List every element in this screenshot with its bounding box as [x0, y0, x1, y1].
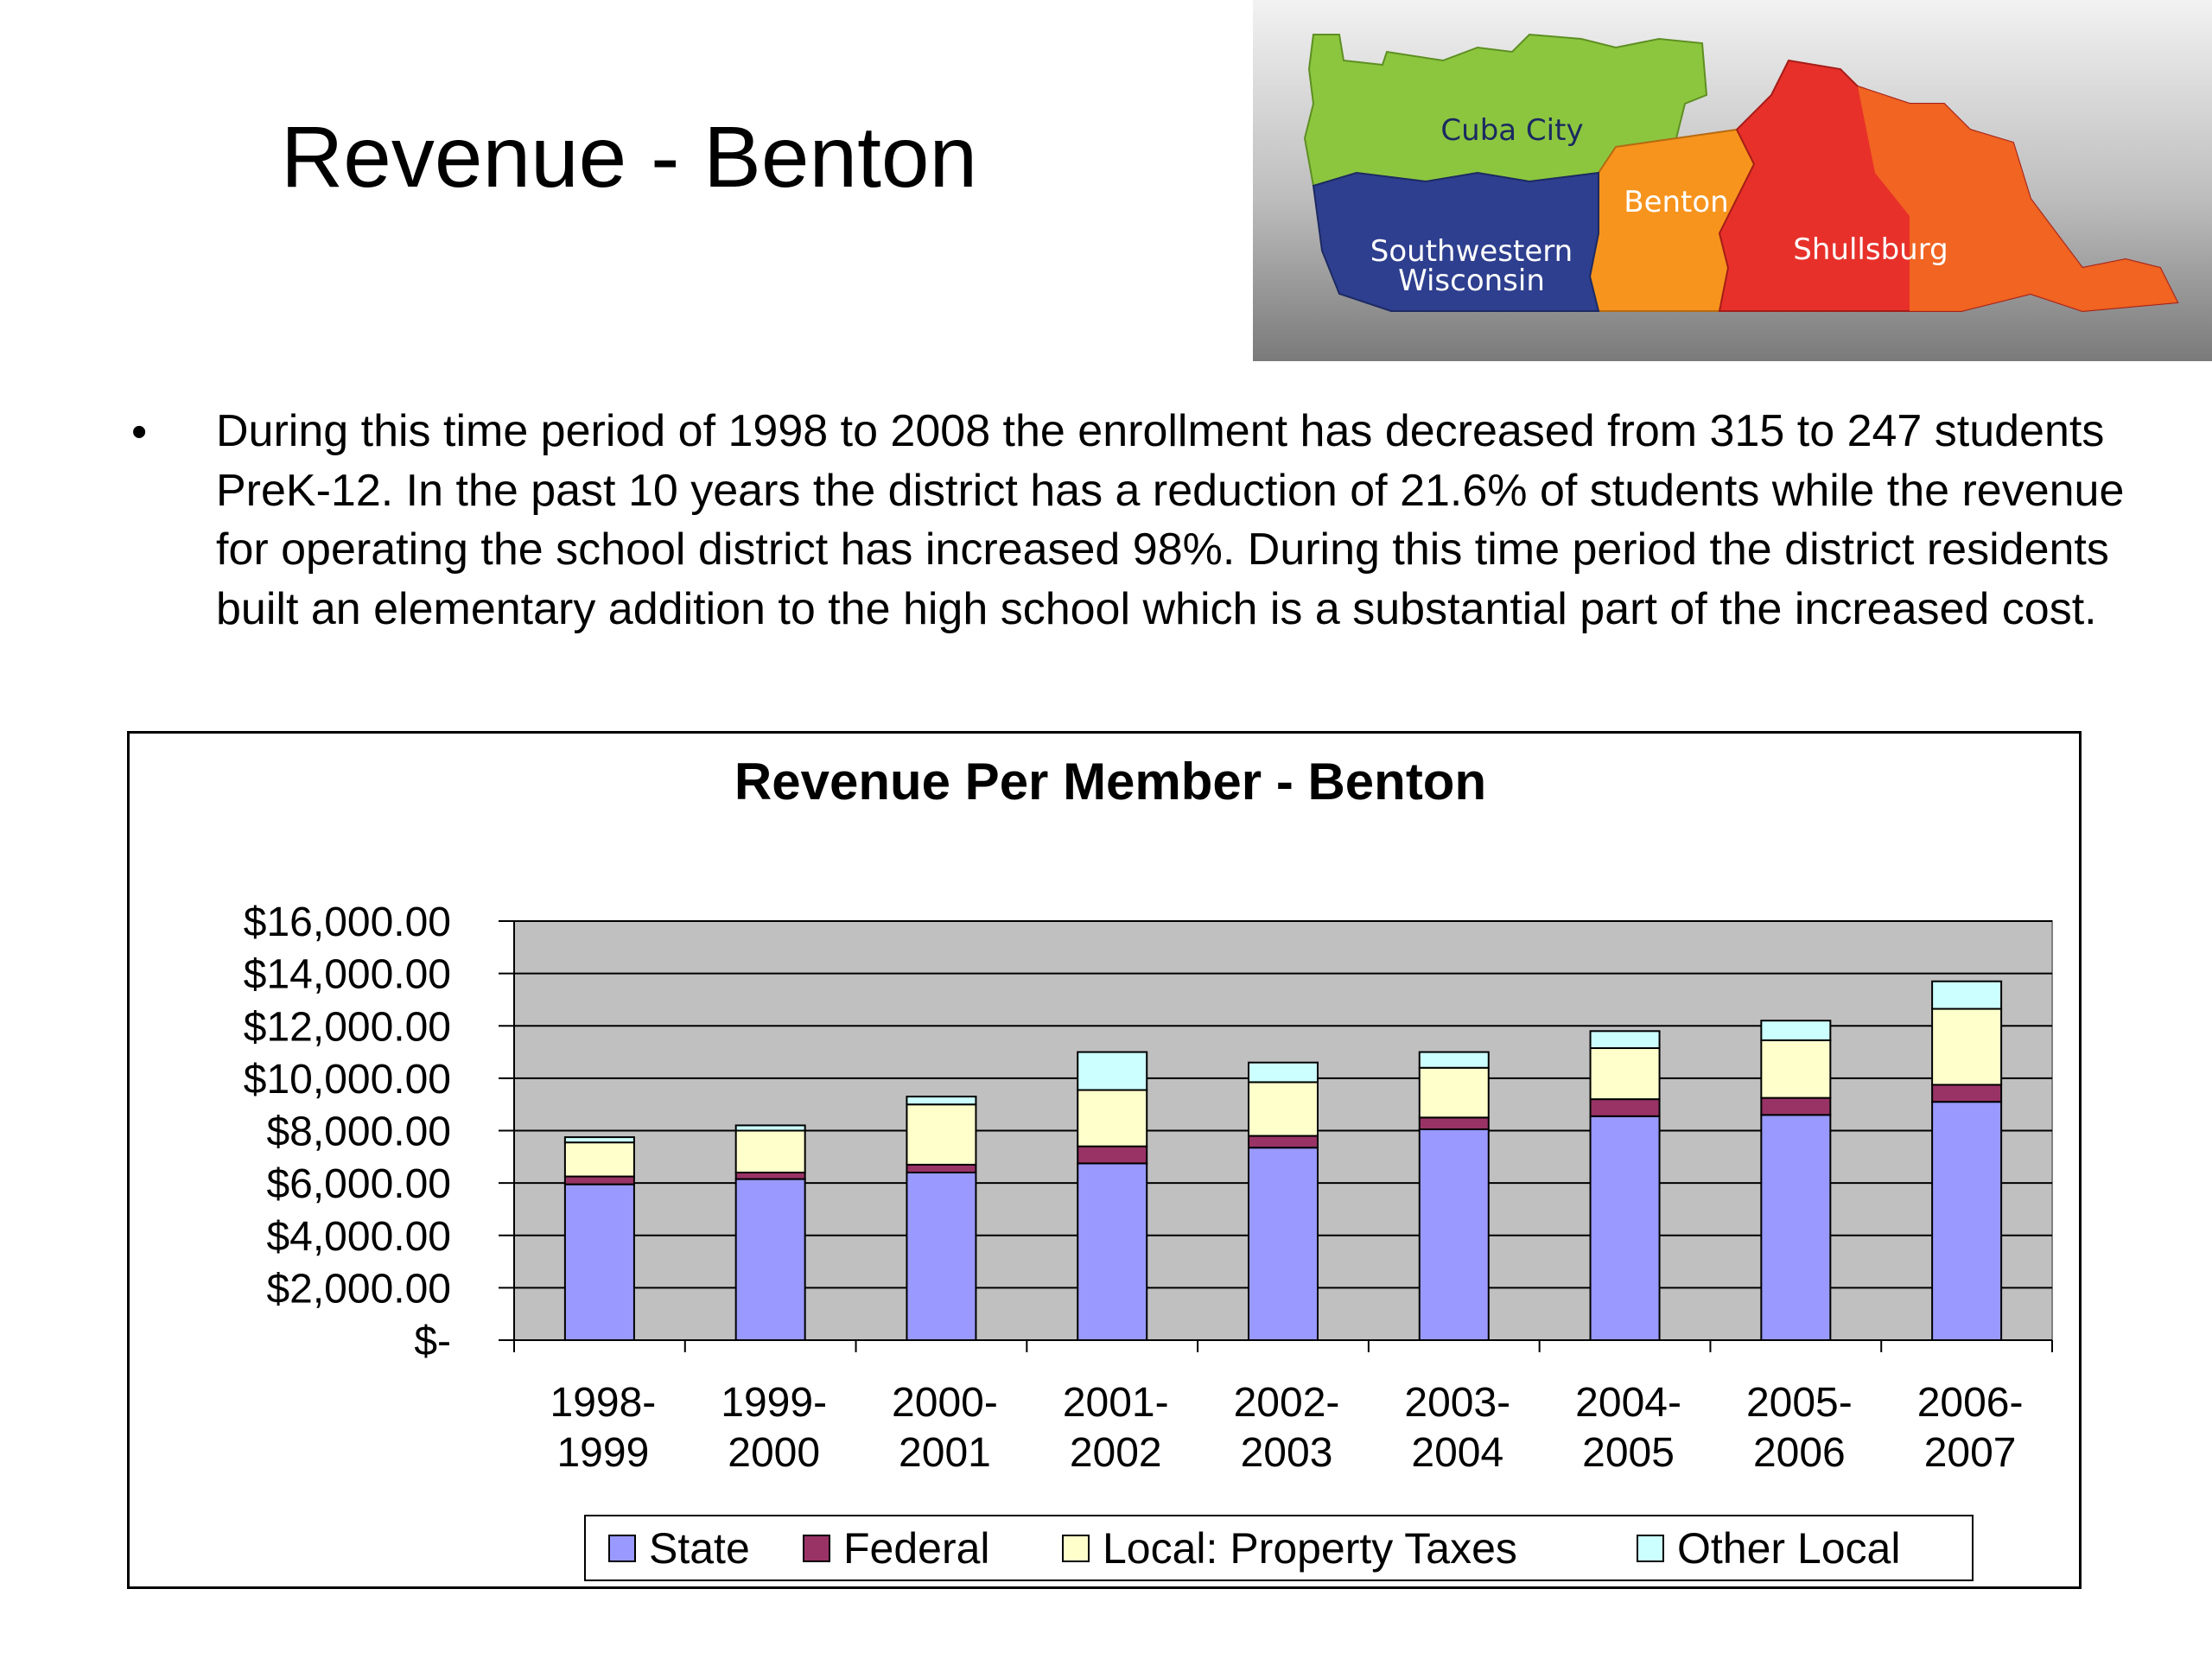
bullet-point-icon: •: [131, 407, 148, 457]
x-tick-label: 2007: [1924, 1430, 2017, 1476]
bar-segment: [563, 1141, 635, 1178]
bar-segment: [1248, 1081, 1319, 1137]
x-tick-label: 2002-: [1234, 1380, 1340, 1426]
legend-swatch: [608, 1535, 636, 1562]
map-region-southwestern-wisconsin: [1312, 171, 1600, 312]
y-tick-label: $4,000.00: [266, 1214, 451, 1260]
chart-title: Revenue Per Member - Benton: [734, 753, 1486, 810]
bar-segment: [563, 1175, 635, 1185]
x-tick-label: 2004-: [1575, 1380, 1681, 1426]
bar-segment: [1589, 1047, 1661, 1101]
bar-segment: [906, 1163, 977, 1173]
legend-label: State: [649, 1524, 750, 1573]
x-tick-label: 2000-: [892, 1380, 998, 1426]
map-label-shullsburg: Shullsburg: [1793, 232, 1948, 267]
legend-label: Other Local: [1677, 1524, 1900, 1573]
y-tick-label: $14,000.00: [244, 952, 451, 998]
bar-segment: [1931, 1084, 2003, 1103]
y-tick-label: $6,000.00: [266, 1161, 451, 1207]
y-tick-label: $8,000.00: [266, 1109, 451, 1155]
map-label-benton: Benton: [1624, 185, 1728, 219]
bar-segment: [1760, 1096, 1832, 1116]
bar-segment: [1248, 1135, 1319, 1149]
bar-segment: [563, 1183, 635, 1341]
bar-segment: [734, 1129, 806, 1173]
map-label-southwestern: Southwestern: [1370, 234, 1573, 269]
bar-segment: [1931, 980, 2003, 1010]
bullet-text: During this time period of 1998 to 2008 …: [216, 406, 2125, 634]
x-tick-label: 2004: [1411, 1430, 1503, 1476]
bar-segment: [1077, 1051, 1148, 1091]
bar-segment: [563, 1136, 635, 1144]
bar-segment: [734, 1124, 806, 1132]
district-map-image: Cuba City Benton Southwestern Wisconsin …: [1253, 0, 2212, 361]
bar-segment: [734, 1172, 806, 1180]
x-tick-label: 2001-: [1063, 1380, 1169, 1426]
y-tick-label: $2,000.00: [266, 1266, 451, 1312]
bar-segment: [1589, 1098, 1661, 1117]
revenue-chart: Revenue Per Member - Benton $-$2,000.00$…: [244, 753, 2053, 1581]
bar-segment: [1931, 1007, 2003, 1086]
bar-segment: [1077, 1145, 1148, 1165]
bar-segment: [1077, 1162, 1148, 1341]
x-tick-label: 1999-: [721, 1380, 827, 1426]
bar-segment: [906, 1172, 977, 1341]
bar-segment: [906, 1096, 977, 1106]
bar-segment: [1931, 1101, 2003, 1341]
map-label-cuba-city: Cuba City: [1440, 113, 1583, 148]
slide-title: Revenue - Benton: [281, 109, 978, 206]
x-tick-label: 2003-: [1404, 1380, 1510, 1426]
x-tick-label: 1998-: [550, 1380, 657, 1426]
x-tick-label: 2005-: [1746, 1380, 1853, 1426]
x-tick-label: 2006-: [1917, 1380, 2024, 1426]
bar-segment: [906, 1103, 977, 1166]
bar-segment: [734, 1178, 806, 1341]
x-axis: 1998-1999 1999-2000 2000-2001 2001-2002 2002…: [513, 1339, 2053, 1476]
bar-segment: [1248, 1147, 1319, 1341]
bar-segment: [1760, 1039, 1832, 1099]
bar-segment: [1418, 1066, 1490, 1119]
x-tick-label: 2000: [728, 1430, 820, 1476]
y-tick-label: $16,000.00: [244, 899, 451, 945]
legend-swatch: [1637, 1535, 1664, 1562]
bar-segment: [1418, 1051, 1490, 1069]
legend-swatch: [803, 1535, 830, 1562]
bar-segment: [1418, 1116, 1490, 1130]
map-region-shullsburg-east: [1858, 86, 2177, 311]
bar-segment: [1248, 1061, 1319, 1084]
x-tick-label: 1999: [556, 1430, 649, 1476]
x-tick-label: 2002: [1070, 1430, 1162, 1476]
legend-swatch: [1062, 1535, 1090, 1562]
bars-layer: [563, 980, 2003, 1341]
x-tick-label: 2001: [899, 1430, 991, 1476]
bar-segment: [1077, 1089, 1148, 1147]
bar-segment: [1760, 1114, 1832, 1341]
bar-segment: [1418, 1128, 1490, 1341]
y-tick-label: $10,000.00: [244, 1057, 451, 1103]
legend-label: Federal: [843, 1524, 990, 1573]
y-axis: $- $2,000.00 $4,000.00 $6,000.00 $8,000.00 $1…: [244, 899, 515, 1364]
y-tick-label: $-: [414, 1319, 451, 1364]
x-tick-label: 2006: [1753, 1430, 1846, 1476]
bar-segment: [1760, 1020, 1832, 1041]
x-tick-label: 2003: [1241, 1430, 1333, 1476]
legend: State Federal Local: Property Taxes Other L…: [584, 1515, 1974, 1581]
map-label-wisconsin: Wisconsin: [1398, 264, 1545, 298]
bar-segment: [1589, 1115, 1661, 1341]
chart-frame: Revenue Per Member - Benton $- $2,000.00 $…: [127, 731, 2082, 1589]
y-tick-label: $12,000.00: [244, 1004, 451, 1050]
bar-segment: [1589, 1030, 1661, 1050]
legend-label: Local: Property Taxes: [1103, 1524, 1517, 1573]
x-tick-label: 2005: [1582, 1430, 1675, 1476]
